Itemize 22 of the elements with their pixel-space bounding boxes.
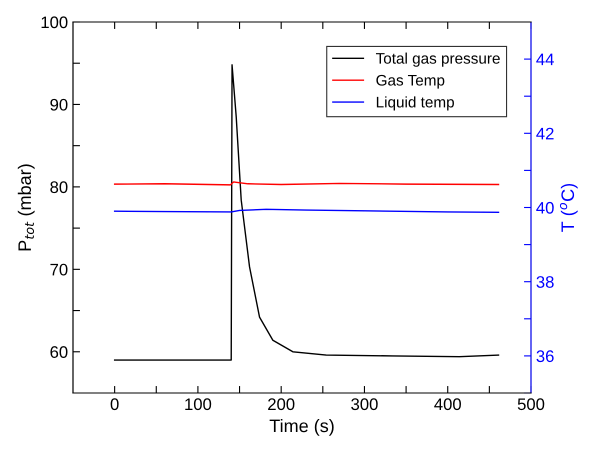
x-tick-label: 500 (518, 398, 544, 410)
y-tick-label: 60 (50, 346, 68, 358)
x-tick-label: 200 (268, 398, 294, 410)
legend-label: Liquid temp (376, 96, 454, 111)
legend-label: Gas Temp (376, 74, 444, 89)
y2-tick-label: 44 (536, 54, 554, 66)
y-tick-label: 90 (50, 98, 68, 111)
x-axis-title: Time (s) (270, 418, 334, 436)
y2-axis-title: T ($^{o}$C) (560, 184, 578, 232)
legend-label: Total gas pressure (376, 52, 500, 67)
y-tick-label: 100 (42, 16, 68, 28)
y2-tick-label: 42 (536, 128, 554, 140)
y-tick-label: 80 (50, 181, 68, 194)
y2-tick-label: 36 (536, 350, 554, 362)
x-tick-label: 300 (351, 398, 378, 410)
x-tick-label: 400 (434, 398, 461, 410)
y2-tick-label: 40 (536, 202, 554, 214)
y-tick-label: 70 (50, 264, 68, 276)
y-axis-title: P$_{tot}$ (mbar) (18, 164, 35, 250)
y2-tick-label: 38 (536, 276, 554, 288)
x-tick-label: 0 (110, 398, 119, 410)
x-tick-label: 100 (185, 398, 212, 410)
